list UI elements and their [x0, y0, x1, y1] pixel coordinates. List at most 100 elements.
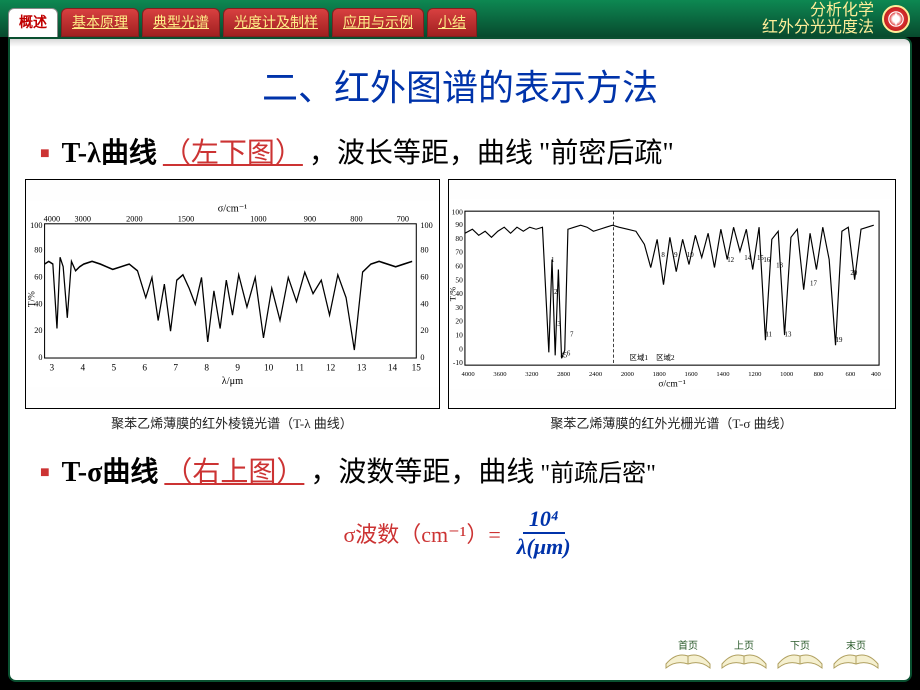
- svg-text:σ/cm⁻¹: σ/cm⁻¹: [217, 203, 247, 214]
- svg-text:2400: 2400: [588, 371, 602, 378]
- svg-text:1800: 1800: [652, 371, 666, 378]
- top-bar: 概述 基本原理 典型光谱 光度计及制样 应用与示例 小结 分析化学 红外分光光度…: [0, 0, 920, 37]
- svg-text:60: 60: [34, 273, 42, 282]
- svg-text:10: 10: [455, 331, 463, 340]
- svg-text:20: 20: [420, 326, 428, 335]
- svg-text:800: 800: [813, 371, 824, 378]
- chart-right-svg: -100102030405060708090100 T/% 1234567891…: [449, 180, 895, 408]
- svg-text:90: 90: [455, 220, 463, 229]
- svg-text:σ/cm⁻¹: σ/cm⁻¹: [658, 378, 686, 389]
- bullet1-desc-a: ，波长等距，曲线: [309, 131, 533, 171]
- svg-text:600: 600: [845, 371, 856, 378]
- svg-text:40: 40: [420, 299, 428, 308]
- svg-text:0: 0: [420, 353, 424, 362]
- bullet1-curve: T-λ曲线: [62, 131, 157, 171]
- svg-text:20: 20: [455, 317, 463, 326]
- svg-text:2000: 2000: [620, 371, 634, 378]
- svg-text:T/%: T/%: [449, 287, 457, 302]
- svg-text:50: 50: [455, 275, 463, 284]
- chart-left-svg: σ/cm⁻¹ 40003000200015001000900800700 020…: [26, 180, 439, 408]
- svg-text:1000: 1000: [250, 215, 267, 224]
- svg-text:13: 13: [356, 363, 366, 373]
- svg-text:12: 12: [727, 257, 734, 264]
- bullet2-curve: T-σ曲线: [62, 450, 159, 490]
- svg-text:15: 15: [411, 363, 421, 373]
- slide-frame: 概述 基本原理 典型光谱 光度计及制样 应用与示例 小结 分析化学 红外分光光度…: [0, 0, 920, 690]
- svg-text:13: 13: [784, 331, 791, 338]
- slide-content: 二、红外图谱的表示方法 ■ T-λ曲线 （左下图） ，波长等距，曲线 "前密后疏…: [8, 37, 912, 682]
- bullet2-desc-b: "前疏后密": [540, 453, 656, 488]
- svg-text:8: 8: [661, 252, 665, 259]
- chart-left-block: σ/cm⁻¹ 40003000200015001000900800700 020…: [25, 179, 440, 432]
- svg-text:1200: 1200: [748, 371, 762, 378]
- chart-right-block: -100102030405060708090100 T/% 1234567891…: [448, 179, 896, 432]
- course-title-block: 分析化学 红外分光光度法: [762, 0, 910, 37]
- svg-text:1500: 1500: [177, 215, 194, 224]
- tab-instrument[interactable]: 光度计及制样: [223, 8, 329, 37]
- svg-text:3200: 3200: [525, 371, 539, 378]
- chart-left-caption: 聚苯乙烯薄膜的红外棱镜光谱（T-λ 曲线）: [25, 413, 440, 432]
- bullet-1: ■ T-λ曲线 （左下图） ，波长等距，曲线 "前密后疏": [40, 131, 880, 171]
- svg-text:11: 11: [765, 331, 772, 338]
- tab-spectra[interactable]: 典型光谱: [142, 8, 220, 37]
- svg-text:100: 100: [451, 207, 462, 216]
- svg-text:60: 60: [455, 262, 463, 271]
- slide-title: 二、红外图谱的表示方法: [40, 59, 880, 111]
- formula-lhs: σ波数（cm⁻¹）=: [343, 517, 500, 549]
- tab-summary[interactable]: 小结: [427, 8, 477, 37]
- university-logo: [882, 5, 910, 33]
- svg-text:2800: 2800: [557, 371, 571, 378]
- svg-text:7: 7: [173, 363, 178, 373]
- svg-text:3600: 3600: [493, 371, 507, 378]
- svg-text:0: 0: [459, 344, 463, 353]
- chart-right-caption: 聚苯乙烯薄膜的红外光栅光谱（T-σ 曲线）: [448, 413, 896, 432]
- svg-text:5: 5: [111, 363, 116, 373]
- svg-text:2: 2: [554, 289, 558, 296]
- svg-text:14: 14: [744, 255, 751, 262]
- svg-text:19: 19: [835, 337, 842, 344]
- nav-next[interactable]: 下页: [776, 636, 824, 670]
- tab-overview[interactable]: 概述: [8, 8, 58, 37]
- svg-text:-10: -10: [452, 358, 462, 367]
- svg-text:20: 20: [34, 326, 42, 335]
- svg-text:T/%: T/%: [27, 291, 37, 307]
- chart-right: -100102030405060708090100 T/% 1234567891…: [448, 179, 896, 409]
- tab-application[interactable]: 应用与示例: [332, 8, 424, 37]
- svg-text:800: 800: [350, 215, 362, 224]
- bullet1-desc-b: "前密后疏": [539, 131, 674, 171]
- svg-text:700: 700: [396, 215, 408, 224]
- svg-text:10: 10: [263, 363, 273, 373]
- svg-text:6: 6: [566, 351, 570, 358]
- svg-text:18: 18: [776, 262, 783, 269]
- svg-text:900: 900: [303, 215, 315, 224]
- svg-text:8: 8: [204, 363, 209, 373]
- svg-text:1400: 1400: [716, 371, 730, 378]
- svg-text:80: 80: [420, 246, 428, 255]
- svg-text:1: 1: [550, 257, 554, 264]
- svg-text:4: 4: [80, 363, 85, 373]
- bullet2-ref: （右上图）: [164, 450, 304, 490]
- svg-text:区域2: 区域2: [656, 352, 675, 362]
- svg-text:20: 20: [850, 270, 857, 277]
- bullet2-desc-a: ，波数等距，曲线: [310, 450, 534, 490]
- svg-text:10: 10: [686, 252, 693, 259]
- svg-text:0: 0: [38, 353, 42, 362]
- svg-text:9: 9: [674, 252, 678, 259]
- nav-first[interactable]: 首页: [664, 636, 712, 670]
- svg-text:11: 11: [295, 363, 304, 373]
- bullet1-ref: （左下图）: [163, 131, 303, 171]
- formula-fraction: 10⁴ λ(μm): [511, 508, 577, 558]
- svg-text:80: 80: [34, 246, 42, 255]
- svg-text:100: 100: [420, 221, 432, 230]
- svg-text:12: 12: [325, 363, 335, 373]
- svg-text:7: 7: [570, 331, 574, 338]
- nav-prev[interactable]: 上页: [720, 636, 768, 670]
- svg-text:17: 17: [810, 281, 817, 288]
- svg-text:4000: 4000: [43, 215, 60, 224]
- nav-last[interactable]: 末页: [832, 636, 880, 670]
- svg-text:400: 400: [870, 371, 881, 378]
- tab-principle[interactable]: 基本原理: [61, 8, 139, 37]
- svg-text:3: 3: [557, 321, 561, 328]
- bullet-icon: ■: [40, 145, 50, 163]
- course-title-2: 红外分光光度法: [762, 19, 874, 36]
